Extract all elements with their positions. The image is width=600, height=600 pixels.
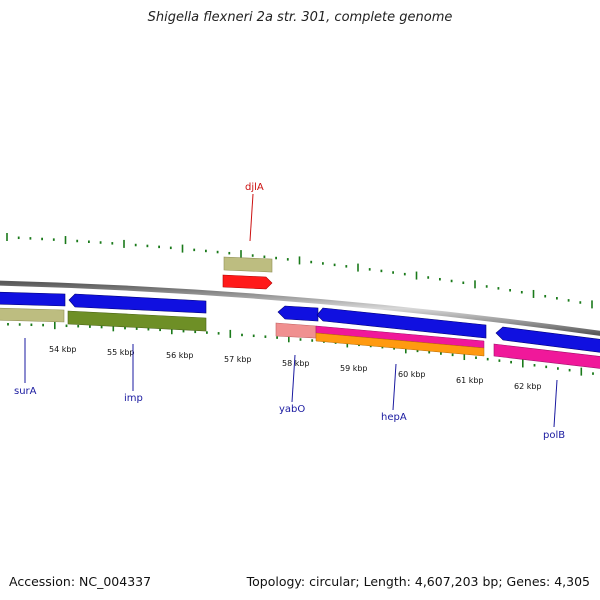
accession-text: Accession: NC_004337 <box>9 574 152 589</box>
scale-label: 56 kbp <box>166 351 194 360</box>
feature-imp-olive <box>67 310 207 332</box>
feature-polB-cds <box>495 326 600 353</box>
feature-hepA-cds <box>316 307 487 339</box>
feature-track-reverse <box>0 291 600 369</box>
scale-label: 58 kbp <box>282 359 310 368</box>
outer-tick-row <box>6 233 593 309</box>
gene-label-polB: polB <box>543 430 565 441</box>
gene-leaders <box>24 193 558 428</box>
feature-hepA-orange <box>315 332 485 357</box>
genome-summary-text: Topology: circular; Length: 4,607,203 bp… <box>246 574 590 589</box>
page-title: Shigella flexneri 2a str. 301, complete … <box>147 10 453 25</box>
feature-imp-cds <box>68 293 207 314</box>
scale-label: 61 kbp <box>456 376 484 385</box>
genome-backbone <box>0 280 600 336</box>
leader-hepA <box>392 363 397 411</box>
scale-label: 60 kbp <box>398 370 426 379</box>
leader-yabO <box>291 354 296 403</box>
feature-track-forward <box>222 256 273 290</box>
gene-label-djlA: djlA <box>245 182 264 193</box>
leader-polB <box>553 379 558 428</box>
feature-surA-cds <box>0 291 66 307</box>
scale-labels: 54 kbp 55 kbp 56 kbp 57 kbp 58 kbp 59 kb… <box>49 345 542 391</box>
scale-label: 62 kbp <box>514 382 542 391</box>
feature-yabO-salmon <box>275 322 317 339</box>
scale-label: 57 kbp <box>224 355 252 364</box>
feature-surA-khaki <box>0 307 65 323</box>
scale-label: 54 kbp <box>49 345 77 354</box>
scale-label: 55 kbp <box>107 348 135 357</box>
scale-label: 59 kbp <box>340 364 368 373</box>
feature-djlA-cds <box>222 274 273 290</box>
gene-label-yabO: yabO <box>279 404 305 415</box>
feature-djlA-khaki <box>223 256 273 273</box>
leader-djlA <box>249 193 254 242</box>
gene-label-hepA: hepA <box>381 412 407 423</box>
gene-labels: surA imp djlA yabO hepA polB <box>14 182 565 441</box>
gene-label-surA: surA <box>14 386 37 397</box>
gene-label-imp: imp <box>124 393 143 404</box>
feature-yabO-cds <box>277 305 319 322</box>
feature-polB-magenta <box>493 343 600 369</box>
